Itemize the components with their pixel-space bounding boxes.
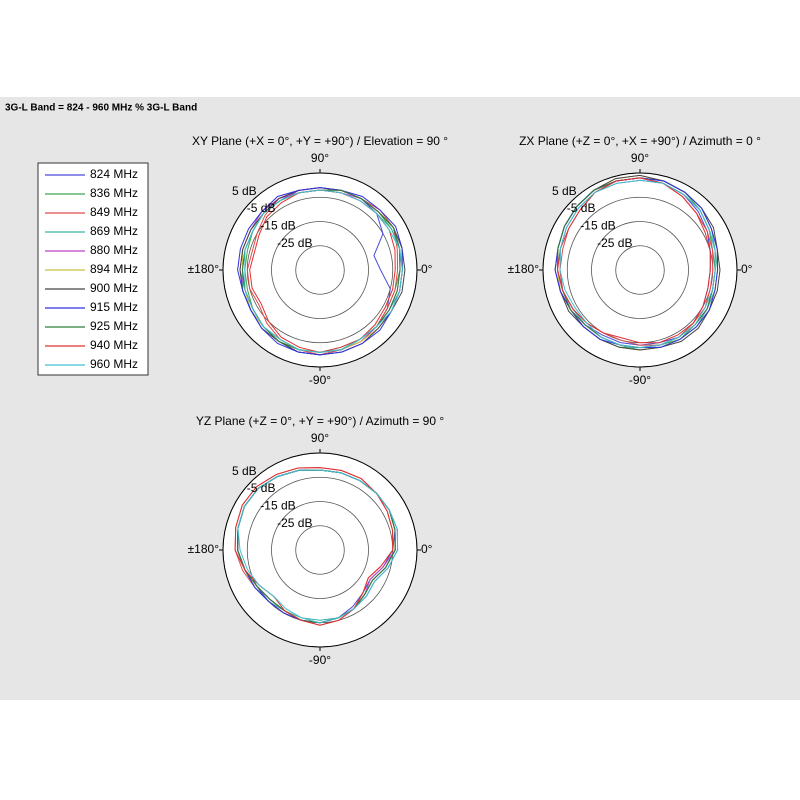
r-tick-label: 5 dB bbox=[552, 184, 577, 198]
legend-label: 836 MHz bbox=[90, 186, 138, 200]
chart-title: YZ Plane (+Z = 0°, +Y = +90°) / Azimuth … bbox=[196, 414, 445, 428]
theta-tick-label: ±180° bbox=[508, 262, 540, 276]
legend-label: 900 MHz bbox=[90, 281, 138, 295]
grid-ring bbox=[295, 245, 345, 295]
grid-ring bbox=[615, 245, 665, 295]
legend-box bbox=[37, 162, 149, 376]
plot-border bbox=[222, 452, 418, 648]
legend-label: 894 MHz bbox=[90, 262, 138, 276]
legend-label: 824 MHz bbox=[90, 167, 138, 181]
theta-tick-label: 90° bbox=[311, 431, 329, 445]
theta-tick-label: ±180° bbox=[188, 542, 220, 556]
r-tick-label: 5 dB bbox=[232, 464, 257, 478]
r-tick-label: -5 dB bbox=[247, 201, 276, 215]
chart-title: ZX Plane (+Z = 0°, +X = +90°) / Azimuth … bbox=[519, 134, 761, 148]
theta-tick-label: 0° bbox=[741, 262, 753, 276]
theta-tick-label: 90° bbox=[631, 151, 649, 165]
plot-border bbox=[542, 172, 738, 368]
grid-ring bbox=[271, 501, 369, 599]
legend-label: 940 MHz bbox=[90, 338, 138, 352]
r-tick-label: 5 dB bbox=[232, 184, 257, 198]
r-tick-label: -15 dB bbox=[580, 219, 615, 233]
chart-title: XY Plane (+X = 0°, +Y = +90°) / Elevatio… bbox=[192, 134, 448, 148]
theta-tick-label: 90° bbox=[311, 151, 329, 165]
theta-tick-label: ±180° bbox=[188, 262, 220, 276]
r-tick-label: -5 dB bbox=[247, 481, 276, 495]
r-tick-label: -25 dB bbox=[277, 516, 312, 530]
legend-label: 880 MHz bbox=[90, 243, 138, 257]
trace bbox=[556, 177, 711, 344]
legend-label: 960 MHz bbox=[90, 357, 138, 371]
grid-ring bbox=[271, 221, 369, 319]
r-tick-label: -15 dB bbox=[260, 219, 295, 233]
legend-label: 915 MHz bbox=[90, 300, 138, 314]
theta-tick-label: 0° bbox=[421, 542, 433, 556]
r-tick-label: -5 dB bbox=[567, 201, 596, 215]
grid-ring bbox=[295, 525, 345, 575]
trace bbox=[237, 469, 399, 624]
theta-tick-label: -90° bbox=[629, 373, 651, 387]
theta-tick-label: 0° bbox=[421, 262, 433, 276]
plot-area bbox=[543, 173, 737, 367]
plot-border bbox=[222, 172, 418, 368]
trace bbox=[559, 179, 716, 349]
grid-ring bbox=[591, 221, 689, 319]
legend-label: 869 MHz bbox=[90, 224, 138, 238]
theta-tick-label: -90° bbox=[309, 653, 331, 667]
trace bbox=[237, 187, 403, 356]
r-tick-label: -15 dB bbox=[260, 499, 295, 513]
trace bbox=[244, 189, 403, 353]
header-title: 3G-L Band = 824 - 960 MHz % 3G-L Band bbox=[5, 103, 197, 114]
legend-label: 925 MHz bbox=[90, 319, 138, 333]
theta-tick-label: -90° bbox=[309, 373, 331, 387]
plot-area bbox=[223, 453, 417, 647]
plot-area bbox=[223, 173, 417, 367]
r-tick-label: -25 dB bbox=[277, 236, 312, 250]
legend-label: 849 MHz bbox=[90, 205, 138, 219]
r-tick-label: -25 dB bbox=[597, 236, 632, 250]
trace bbox=[554, 177, 719, 349]
